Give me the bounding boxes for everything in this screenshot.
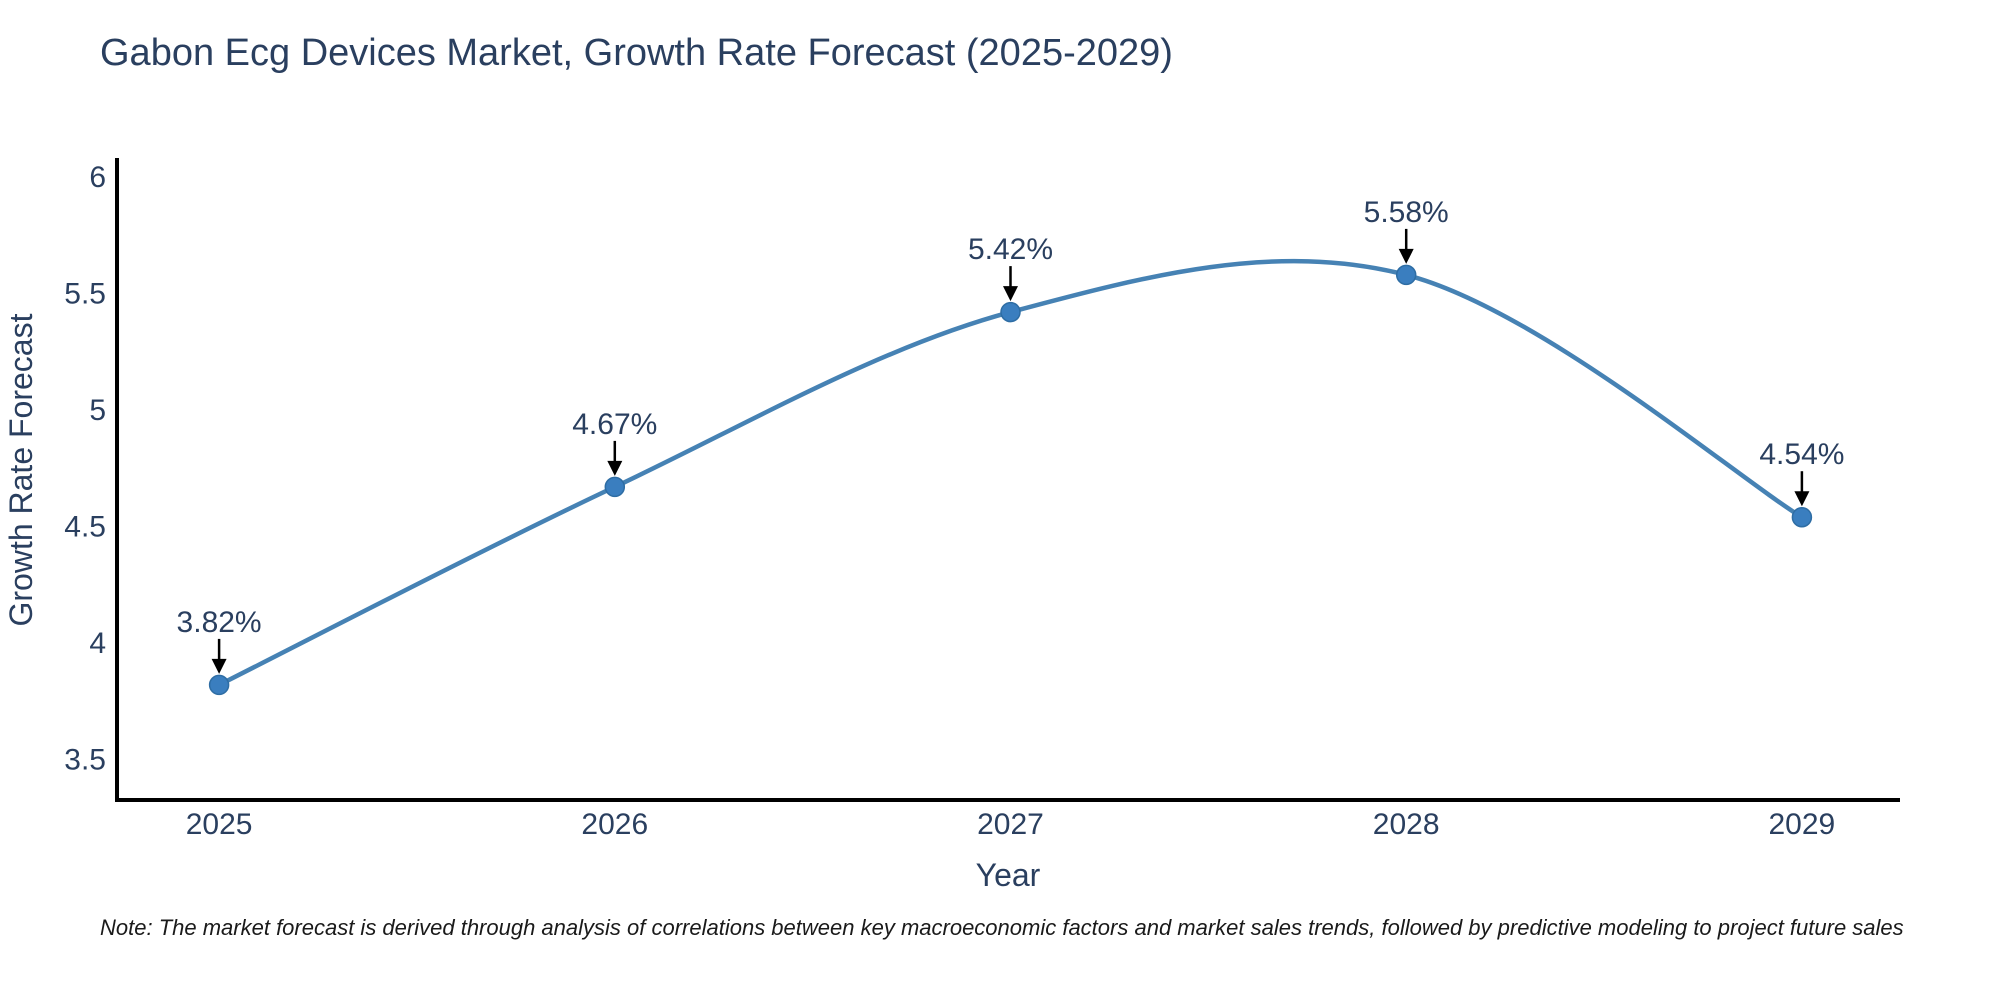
annotation-label: 4.54% (1759, 438, 1844, 471)
y-axis-tick-labels: 3.5 4 4.5 5 5.5 6 (64, 161, 106, 776)
annotation-arrowhead-icon (211, 658, 227, 674)
data-point-dot (208, 674, 230, 696)
data-point-dot (1000, 301, 1021, 323)
y-axis-title: Growth Rate Forecast (3, 313, 39, 626)
annotation-label: 3.82% (177, 606, 262, 639)
annotation-label: 4.67% (572, 408, 657, 441)
annotation-arrowhead-icon (607, 460, 623, 476)
data-point-dot (1791, 506, 1813, 528)
x-tick-label: 2026 (581, 808, 648, 841)
trend-line (216, 258, 1805, 688)
data-point-dot (1395, 264, 1417, 286)
annotation-arrowhead-icon (1003, 286, 1018, 302)
chart-title: Gabon Ecg Devices Market, Growth Rate Fo… (100, 32, 1173, 74)
point-annotations: 3.82% 4.67% 5.42% 5.58% 4.54% (177, 196, 1844, 674)
x-tick-label: 2029 (1768, 808, 1835, 841)
y-tick-label: 5.5 (64, 277, 106, 310)
x-axis-tick-labels: 2025 2026 2027 2028 2029 (186, 808, 1836, 841)
x-tick-label: 2025 (186, 808, 253, 841)
annotation-arrowhead-icon (1398, 248, 1414, 264)
y-tick-label: 6 (89, 161, 106, 194)
data-point-dot (604, 476, 626, 498)
annotation-label: 5.58% (1364, 196, 1449, 229)
annotation-label: 5.42% (968, 233, 1053, 266)
y-tick-label: 4.5 (64, 510, 106, 543)
x-axis-title: Year (976, 857, 1041, 893)
x-tick-label: 2028 (1373, 808, 1440, 841)
data-series (208, 258, 1813, 696)
footnote: Note: The market forecast is derived thr… (100, 915, 1904, 940)
y-tick-label: 5 (89, 394, 106, 427)
y-tick-label: 3.5 (64, 743, 106, 776)
y-tick-label: 4 (89, 627, 106, 660)
x-tick-label: 2027 (977, 808, 1044, 841)
annotation-arrowhead-icon (1794, 491, 1810, 507)
